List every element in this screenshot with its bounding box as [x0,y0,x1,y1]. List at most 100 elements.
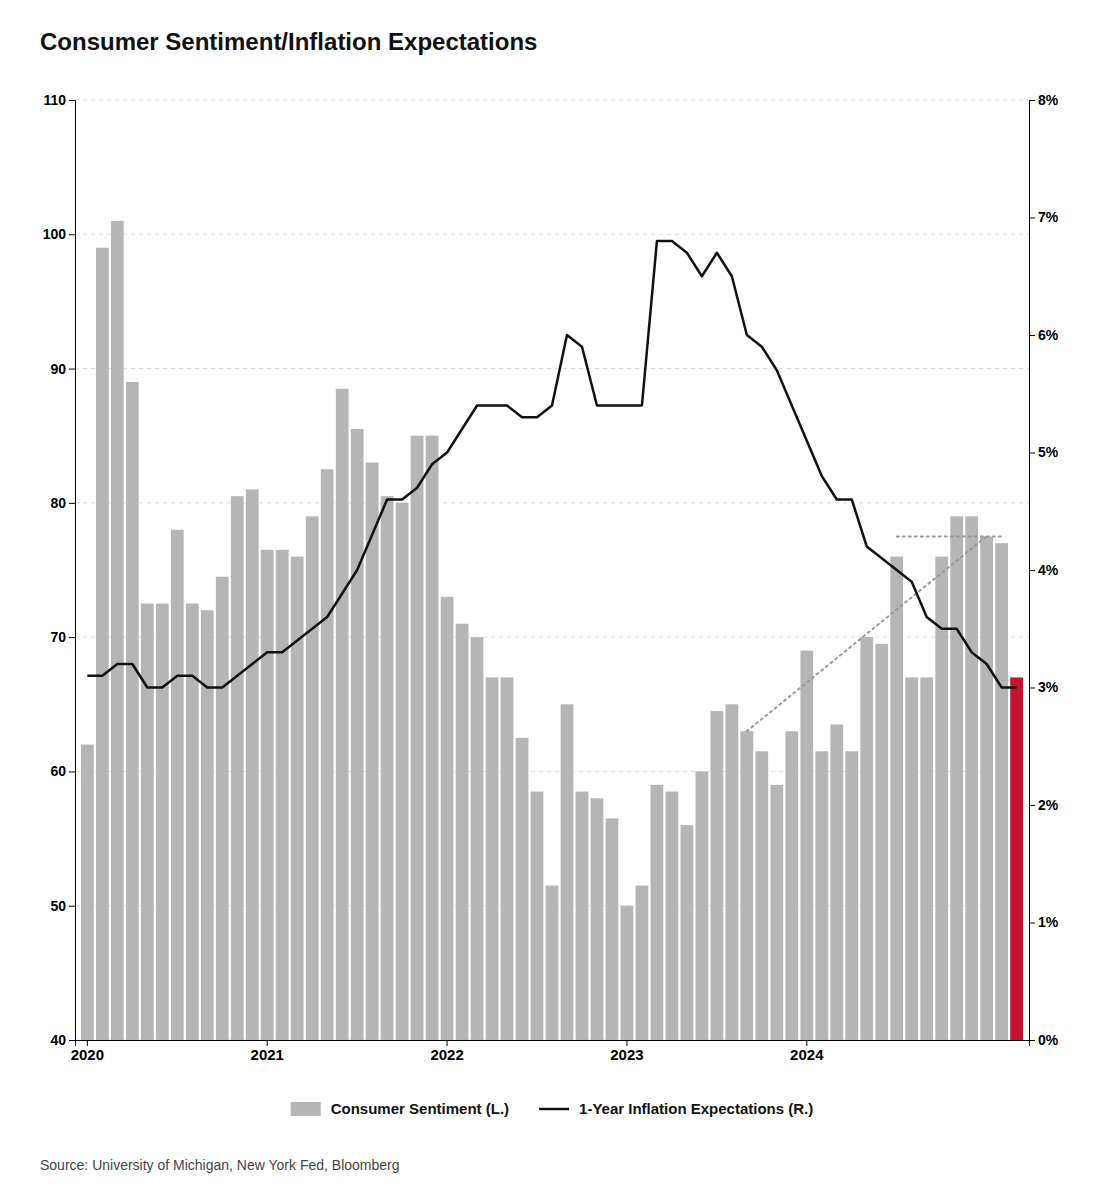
y2-tick: 7% [1029,209,1059,225]
bar [740,731,753,1040]
y-tick-line [69,771,75,772]
bar [1010,677,1023,1040]
x-tick: 2022 [430,1040,463,1063]
y2-tick-label: 0% [1038,1032,1059,1048]
y-tick-label: 90 [50,361,66,377]
bar [126,382,139,1040]
y2-tick-line [1029,335,1035,336]
trend-line [897,535,1002,537]
bar [666,792,679,1040]
trend-line [747,536,987,731]
bar [576,792,589,1040]
grid-line [75,368,1029,369]
bar [875,644,888,1040]
bar [216,577,229,1040]
bar [366,463,379,1040]
y2-tick-line [1029,688,1035,689]
y-tick: 110 [43,92,75,108]
y-tick-label: 50 [50,898,66,914]
line [87,241,1016,688]
bar [755,751,768,1040]
title: Consumer Sentiment/Inflation Expectation… [40,28,537,55]
y2-tick-line [1029,218,1035,219]
bar [291,557,304,1040]
x-tick: 2020 [71,1040,104,1063]
bar [201,610,214,1040]
bar [501,677,514,1040]
bar [980,536,993,1040]
y-tick-line [69,637,75,638]
y-tick-label: 70 [50,629,66,645]
y-tick: 70 [50,629,75,645]
x-tick-label: 2023 [610,1046,643,1063]
chart: Consumer Sentiment/Inflation Expectation… [0,0,1104,1200]
y-tick-label: 80 [50,495,66,511]
y-tick: 90 [50,361,75,377]
y2-tick-line [1029,805,1035,806]
bar [890,557,903,1040]
bar [800,651,813,1040]
x-tick: 2023 [610,1040,643,1063]
y2-tick-line [1029,923,1035,924]
bar [845,751,858,1040]
y2-axis-line [1030,101,1036,1041]
bar [96,248,109,1040]
bar [950,516,963,1040]
bar [920,677,933,1040]
bar [456,624,469,1040]
y2-tick-label: 3% [1038,679,1059,695]
y-tick-line [69,234,75,235]
y-axis-line [69,101,76,1041]
legend-swatch [291,1102,321,1116]
x-axis-line [76,1041,1030,1047]
y2-tick: 2% [1029,797,1059,813]
y2-tick: 3% [1029,679,1059,695]
grid-line [75,100,1029,101]
x-tick: 2021 [251,1040,284,1063]
bar [81,745,94,1040]
bar [321,469,334,1040]
plot: 2020 2021 2022 2023 2024 40 50 60 70 80 90 100 110 0%… [43,92,1059,1200]
bar [276,550,289,1040]
y2-tick: 4% [1029,562,1059,578]
x-axis: 2020 2021 2022 2023 2024 [71,1040,1030,1063]
y-tick: 40 [50,1032,75,1048]
bar [636,886,649,1040]
y2-tick-label: 1% [1038,914,1059,930]
y-tick-label: 110 [43,92,66,108]
bar [621,906,634,1040]
bar [651,785,664,1040]
grid-line [75,234,1029,235]
y2-tick: 8% [1029,92,1059,108]
y-tick-line [69,503,75,504]
bar [531,792,544,1040]
y2-tick: 5% [1029,444,1059,460]
y2-tick-line [1029,453,1035,454]
bar [486,677,499,1040]
bar [606,818,619,1040]
x-tick-label: 2024 [790,1046,824,1063]
bar [681,825,694,1040]
y2-tick: 1% [1029,914,1059,930]
bar [516,738,529,1040]
y-axis: 40 50 60 70 80 90 100 110 [43,92,76,1048]
source: Source: University of Michigan, New York… [40,1157,400,1173]
bar [815,751,828,1040]
bar [111,221,124,1040]
legend-label: Consumer Sentiment (L.) [331,1100,509,1117]
legend-item: 1-Year Inflation Expectations (R.) [539,1100,813,1117]
bar [426,436,439,1040]
y2-tick: 6% [1029,327,1059,343]
y-tick: 60 [50,763,75,779]
bar [246,489,259,1040]
y-tick-label: 100 [43,226,67,242]
bar [860,637,873,1040]
bar [336,389,349,1040]
bar [830,724,843,1040]
y2-tick-line [1029,570,1035,571]
bar [186,604,199,1040]
y-tick-line [69,369,75,370]
y-tick-label: 40 [50,1032,66,1048]
legend-swatch [539,1108,569,1111]
bar [396,503,409,1040]
